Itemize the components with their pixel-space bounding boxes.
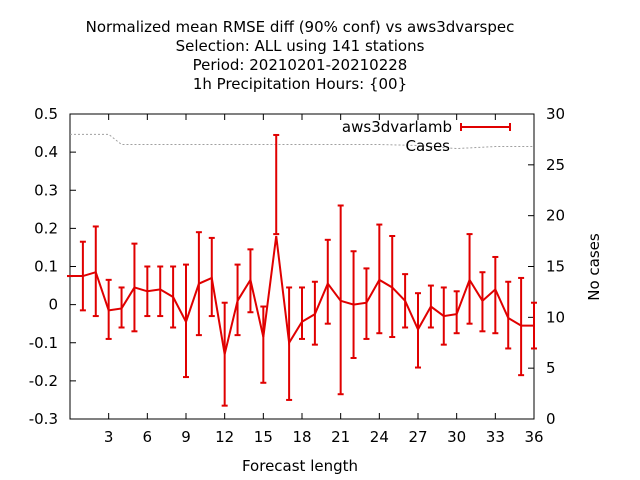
chart-title: Normalized mean RMSE diff (90% conf) vs …: [86, 18, 515, 93]
error-bar: [337, 204, 344, 396]
x-tick-label: 21: [331, 428, 350, 446]
error-bar: [363, 267, 370, 340]
error-bar: [415, 292, 421, 369]
x-tick-label: 27: [408, 428, 427, 446]
y2-tick-label: 5: [546, 359, 556, 377]
error-bar: [105, 278, 112, 340]
legend-label-cases: Cases: [405, 137, 450, 155]
x-tick-label: 6: [143, 428, 153, 446]
error-bar: [299, 286, 305, 340]
y-tick-label: 0.2: [34, 219, 58, 237]
x-tick-label: 24: [370, 428, 389, 446]
y-tick-label: 0.3: [34, 181, 58, 199]
chart-title-line-1: Normalized mean RMSE diff (90% conf) vs …: [86, 18, 515, 36]
x-tick-label: 9: [181, 428, 191, 446]
y-tick-label: -0.1: [29, 334, 58, 352]
y2-tick-label: 30: [546, 105, 565, 123]
error-bar: [208, 236, 215, 318]
y2-tick-label: 10: [546, 308, 565, 326]
y2-tick-label: 0: [546, 410, 556, 428]
x-tick-label: 15: [254, 428, 273, 446]
chart-title-line-2: Selection: ALL using 141 stations: [176, 37, 425, 55]
axes: 3 6 9 12 15 18 21 24 27 30 33 36-0.3-0.2-0.100.10.2…: [29, 105, 565, 446]
error-bar: [157, 265, 164, 318]
error-bar: [440, 286, 447, 346]
error-bar: [376, 223, 383, 335]
error-bar: [518, 276, 525, 377]
error-bar: [402, 273, 409, 329]
x-tick-label: 18: [292, 428, 311, 446]
error-bar: [234, 263, 241, 337]
y-tick-label: -0.3: [29, 410, 58, 428]
y-tick-label: 0.5: [34, 105, 58, 123]
error-bar: [183, 263, 189, 379]
legend: aws3dvarlamb Cases: [342, 118, 511, 155]
cases-series: [70, 133, 534, 150]
error-bar: [131, 242, 138, 333]
x-tick-label: 3: [104, 428, 114, 446]
error-bar: [195, 231, 202, 337]
plot-frame: [69, 113, 535, 420]
error-bar: [453, 290, 460, 335]
error-bar: [531, 301, 537, 350]
error-bar: [247, 248, 254, 314]
legend-swatch-aws3dvarlamb: [460, 123, 511, 131]
y2-tick-label: 20: [546, 207, 565, 225]
error-bar: [350, 250, 357, 359]
y-tick-label: 0.4: [34, 143, 58, 161]
y-tick-label: -0.2: [29, 372, 58, 390]
y2-tick-label: 15: [546, 258, 565, 276]
error-bar: [505, 280, 512, 350]
error-bar: [427, 284, 434, 329]
error-bar: [118, 286, 125, 329]
legend-label-aws3dvarlamb: aws3dvarlamb: [342, 118, 452, 136]
x-tick-label: 36: [524, 428, 543, 446]
error-bar: [389, 235, 396, 339]
x-tick-label: 33: [486, 428, 505, 446]
error-bar: [170, 265, 177, 329]
y-tick-label: 0.1: [34, 258, 58, 276]
chart-title-line-3: Period: 20210201-20210228: [193, 56, 408, 74]
x-tick-label: 30: [447, 428, 466, 446]
x-axis-label: Forecast length: [242, 457, 358, 475]
error-bar: [260, 305, 267, 384]
y-tick-label: 0: [48, 296, 58, 314]
error-bar: [311, 280, 318, 346]
chart-title-line-4: 1h Precipitation Hours: {00}: [193, 75, 407, 93]
error-bar: [286, 286, 293, 401]
error-bar: [92, 225, 99, 318]
error-bar: [273, 133, 280, 236]
aws3dvarlamb-series: [67, 133, 537, 407]
cases-line: [70, 133, 534, 150]
error-bar: [324, 238, 331, 325]
error-bar: [79, 240, 86, 312]
error-bar: [492, 255, 499, 335]
y2-tick-label: 25: [546, 156, 565, 174]
error-bar: [221, 301, 228, 407]
error-bar: [479, 271, 486, 333]
error-bar: [466, 233, 473, 325]
y2-axis-label: No cases: [585, 233, 603, 301]
error-bar: [144, 265, 151, 318]
x-tick-label: 12: [215, 428, 234, 446]
